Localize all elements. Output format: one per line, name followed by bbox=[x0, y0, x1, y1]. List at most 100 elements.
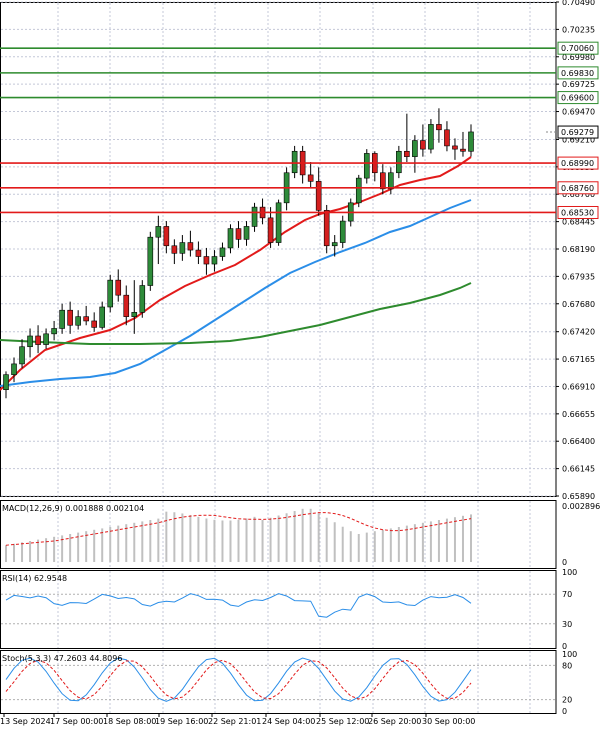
candle-bull bbox=[11, 363, 17, 375]
rsi-label: RSI(14) 62.9548 bbox=[2, 574, 67, 583]
candle-bull bbox=[468, 131, 474, 152]
candle-bear bbox=[452, 145, 458, 150]
candle-bull bbox=[412, 140, 418, 157]
candle-bull bbox=[396, 150, 402, 174]
panel-frame-3 bbox=[0, 650, 557, 714]
candle-bear bbox=[323, 210, 330, 247]
rsi-panel[interactable]: 100 70 30 0 bbox=[1, 568, 577, 651]
level-tag bbox=[557, 181, 599, 195]
level-value: 0.68760 bbox=[561, 184, 594, 193]
candle-bull bbox=[275, 202, 282, 243]
candle-bear bbox=[35, 335, 41, 345]
rsi-tick-label: 70 bbox=[562, 590, 572, 599]
candle-bull bbox=[27, 335, 33, 348]
price-tick-label: 0.68445 bbox=[562, 218, 595, 227]
stoch-tick-label: 0 bbox=[562, 707, 567, 716]
rsi-line bbox=[5, 593, 472, 618]
rsi-tick-label: 100 bbox=[562, 568, 577, 577]
candle-bull bbox=[363, 153, 370, 179]
time-label: 30 Sep 00:00 bbox=[422, 717, 475, 726]
macd-tick-label: 0.002896 bbox=[562, 502, 600, 511]
candle-bear bbox=[123, 294, 130, 317]
candle-bull bbox=[19, 346, 25, 365]
candle-bear bbox=[436, 124, 442, 131]
macd-label: MACD(12,26,9) 0.001888 0.002104 bbox=[2, 504, 144, 513]
candle-bear bbox=[307, 174, 314, 182]
level-value: 0.69600 bbox=[561, 94, 594, 103]
current-price-tag bbox=[557, 125, 599, 139]
level-value: 0.69830 bbox=[561, 69, 594, 78]
price-tick-label: 0.66910 bbox=[562, 382, 595, 391]
stoch-signal-line bbox=[5, 659, 472, 700]
price-tick-label: 0.69470 bbox=[562, 108, 595, 117]
candle-bear bbox=[460, 148, 466, 152]
level-tag bbox=[557, 41, 599, 55]
candle-bull bbox=[155, 226, 162, 238]
candle-bull bbox=[3, 374, 9, 390]
candle-bear bbox=[187, 242, 194, 251]
candle-bull bbox=[211, 256, 218, 265]
price-tick-label: 0.70490 bbox=[562, 0, 595, 7]
candle-bear bbox=[115, 279, 122, 296]
price-tick-label: 0.65890 bbox=[562, 492, 595, 501]
candle-bull bbox=[75, 316, 81, 326]
macd-tick-label: 0 bbox=[562, 558, 567, 567]
candle-bear bbox=[163, 226, 170, 247]
candle-bull bbox=[107, 279, 114, 308]
time-label: 17 Sep 00:00 bbox=[50, 717, 103, 726]
price-grid bbox=[0, 1, 557, 714]
candle-bull bbox=[147, 236, 154, 286]
current-price-value: 0.69279 bbox=[561, 128, 594, 137]
candle-bull bbox=[243, 226, 250, 240]
price-tick-label: 0.67165 bbox=[562, 355, 595, 364]
price-tick-label: 0.68700 bbox=[562, 190, 595, 199]
candle-bull bbox=[51, 328, 57, 335]
candle-bull bbox=[179, 242, 186, 254]
candle-bull bbox=[339, 220, 346, 243]
candle-bull bbox=[131, 312, 138, 317]
level-value: 0.68990 bbox=[561, 159, 594, 168]
rsi-tick-label: 0 bbox=[562, 642, 567, 651]
candle-bear bbox=[91, 320, 97, 328]
price-tick-label: 0.67420 bbox=[562, 328, 595, 337]
time-label: 25 Sep 12:00 bbox=[316, 717, 369, 726]
stoch-main-line bbox=[5, 657, 472, 702]
time-label: 13 Sep 2024 bbox=[0, 717, 51, 726]
candle-bull bbox=[355, 177, 362, 204]
level-tag bbox=[557, 156, 599, 170]
sma-slow-line bbox=[0, 282, 472, 345]
candle-bull bbox=[251, 206, 258, 227]
support-resistance-levels: 0.70060 0.69830 0.69600 0.68990 0.68760 0.685… bbox=[0, 41, 599, 219]
candle-bull bbox=[43, 333, 49, 345]
sma-mid-line bbox=[0, 199, 472, 387]
price-tick-label: 0.66400 bbox=[562, 437, 595, 446]
stoch-panel[interactable]: 100 80 20 0 bbox=[1, 650, 577, 716]
candle-bull bbox=[428, 124, 434, 150]
time-label: 19 Sep 16:00 bbox=[155, 717, 208, 726]
candle-bear bbox=[444, 129, 450, 147]
price-tick-label: 0.67680 bbox=[562, 300, 595, 309]
rsi-tick-label: 30 bbox=[562, 620, 572, 629]
price-tick-label: 0.66145 bbox=[562, 465, 595, 474]
candle-bear bbox=[315, 181, 322, 211]
candle-bull bbox=[291, 150, 298, 174]
candle-bull bbox=[388, 172, 394, 190]
candle-bull bbox=[139, 285, 146, 313]
stoch-label: Stoch(5,3,3) 47.2603 44.8096 bbox=[2, 654, 122, 663]
candle-bear bbox=[420, 140, 426, 150]
level-value: 0.68530 bbox=[561, 208, 594, 217]
candle-bear bbox=[171, 245, 178, 254]
time-label: 18 Sep 08:00 bbox=[103, 717, 156, 726]
price-tick-label: 0.70235 bbox=[562, 25, 595, 34]
candle-bear bbox=[380, 172, 386, 190]
time-label: 22 Sep 21:01 bbox=[208, 717, 261, 726]
level-tag bbox=[557, 66, 599, 80]
candle-bear bbox=[267, 217, 274, 243]
price-tick-label: 0.66655 bbox=[562, 410, 595, 419]
macd-panel[interactable]: 0.002896 0 bbox=[5, 502, 600, 567]
candle-bull bbox=[219, 247, 226, 257]
candle-bear bbox=[67, 309, 73, 326]
time-label: 24 Sep 04:00 bbox=[262, 717, 315, 726]
